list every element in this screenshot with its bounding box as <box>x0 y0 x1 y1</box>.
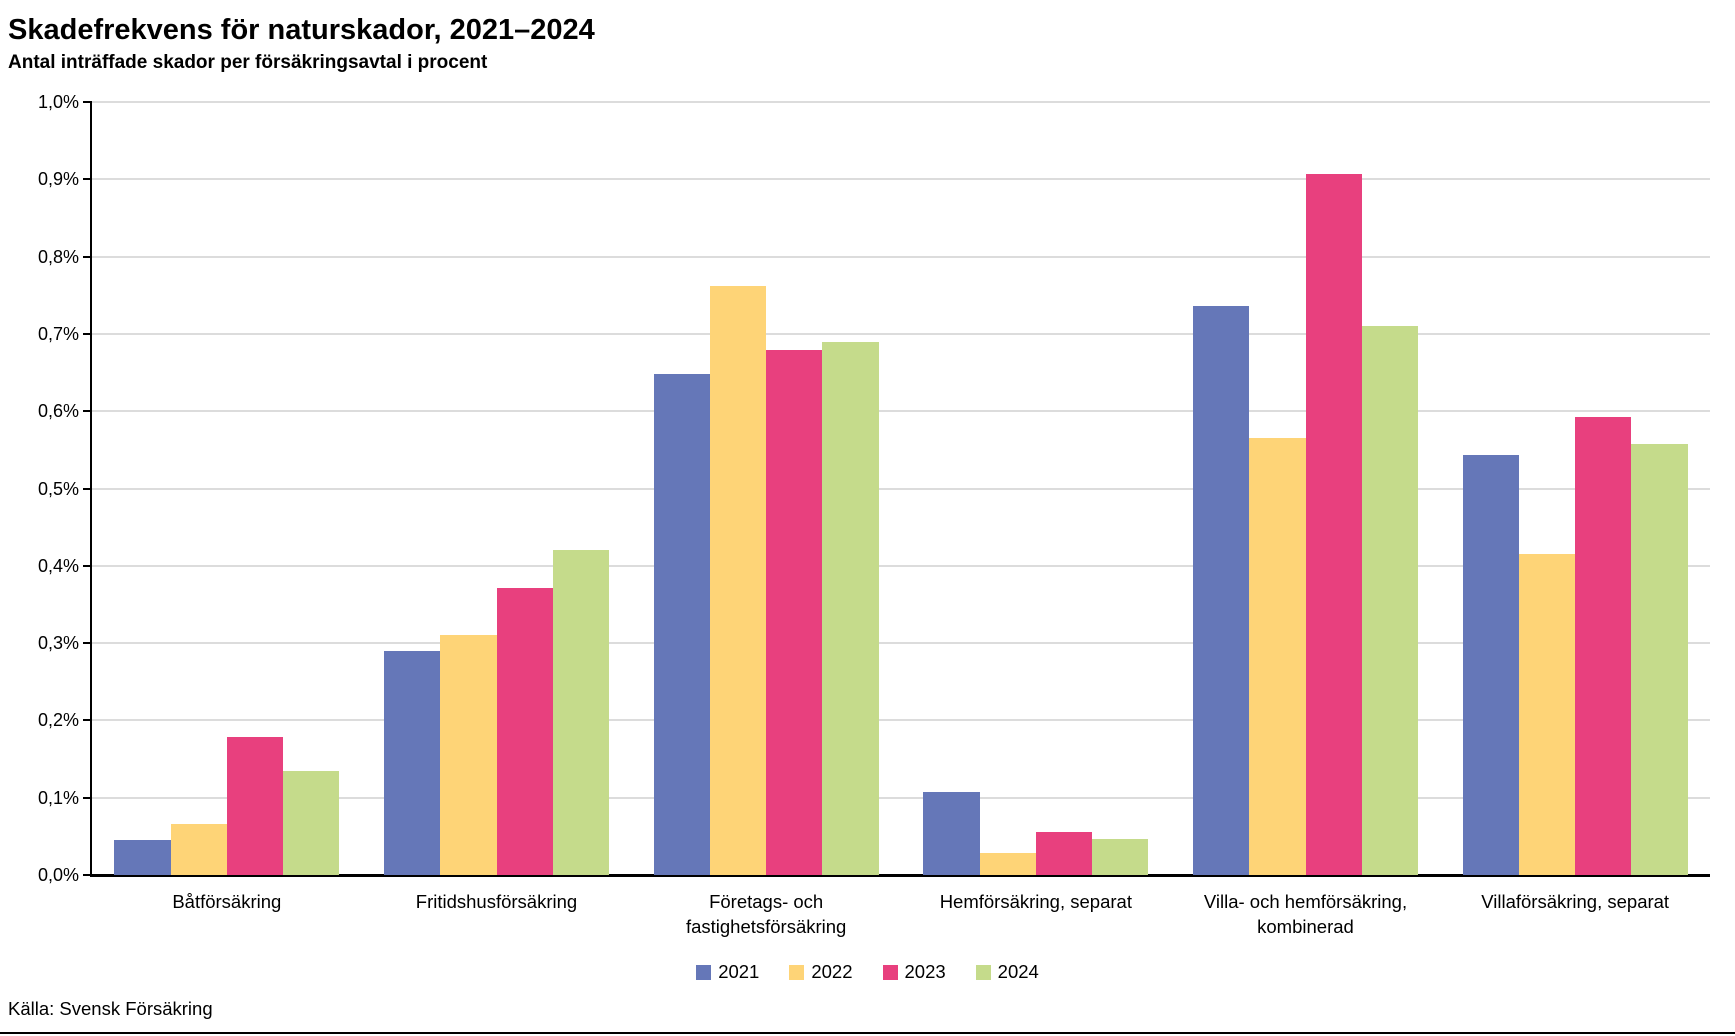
bar-2023-category-5 <box>1305 173 1362 875</box>
legend-item-2024: 2024 <box>975 961 1039 983</box>
legend-swatch-2024 <box>975 964 991 980</box>
y-axis-tick-label: 0,9% <box>37 169 79 190</box>
y-axis-tick-label: 0,8% <box>37 246 79 267</box>
bar-2022-category-1 <box>170 823 227 875</box>
bar-2023-category-6 <box>1575 416 1632 875</box>
bar-2022-category-2 <box>440 635 497 875</box>
x-axis-category-label: Villa- och hemförsäkring, kombinerad <box>1203 891 1408 937</box>
bar-2021-category-4 <box>923 792 980 875</box>
x-axis-category-label: Företags- och fastighetsförsäkring <box>685 891 847 937</box>
y-axis-tick-label: 0,3% <box>37 633 79 654</box>
x-axis-category-label: Båtförsäkring <box>172 891 282 912</box>
legend-label-2023: 2023 <box>904 961 946 982</box>
y-axis-tick <box>83 564 92 567</box>
legend-label-2024: 2024 <box>997 961 1039 982</box>
y-axis-tick-label: 0,1% <box>37 787 79 808</box>
gridline <box>92 178 1710 181</box>
legend-item-2022: 2022 <box>789 961 853 983</box>
bar-2024-category-3 <box>822 341 879 875</box>
gridline <box>92 410 1710 413</box>
y-axis-tick-label: 0,0% <box>37 865 79 885</box>
y-axis-tick-label: 0,7% <box>37 323 79 344</box>
bar-2022-category-6 <box>1518 554 1576 875</box>
bar-2022-category-5 <box>1249 438 1306 875</box>
gridline <box>92 564 1710 567</box>
bar-2023-category-3 <box>766 350 823 875</box>
legend-item-2021: 2021 <box>696 961 759 983</box>
y-axis-tick-label: 0,2% <box>37 710 79 731</box>
bar-2021-category-6 <box>1462 455 1519 875</box>
legend-swatch-2023 <box>882 964 898 980</box>
legend-swatch-2021 <box>696 964 712 980</box>
bar-2021-category-1 <box>114 840 171 875</box>
bar-2024-category-6 <box>1631 444 1688 875</box>
legend-label-2022: 2022 <box>811 961 853 982</box>
bar-2024-category-2 <box>552 549 609 875</box>
chart-title: Skadefrekvens för naturskador, 2021–2024 <box>8 14 595 46</box>
y-axis-tick <box>83 410 92 413</box>
legend-label-2021: 2021 <box>718 961 760 982</box>
y-axis-tick <box>83 332 92 335</box>
source-note: Källa: Svensk Försäkring <box>8 998 213 1019</box>
legend-item-2023: 2023 <box>882 961 946 983</box>
gridline <box>92 101 1710 103</box>
bar-2022-category-3 <box>709 285 767 875</box>
legend: 2021 2022 2023 2024 <box>0 961 1735 983</box>
y-axis-tick <box>83 642 92 645</box>
bar-2022-category-4 <box>979 852 1036 875</box>
gridline <box>92 487 1710 490</box>
bar-2024-category-4 <box>1092 838 1149 875</box>
y-axis-tick-label: 0,5% <box>37 478 79 499</box>
legend-swatch-2022 <box>789 964 805 980</box>
gridline <box>92 642 1710 645</box>
x-axis-category-label: Fritidshusförsäkring <box>415 891 578 912</box>
bar-2021-category-3 <box>653 374 710 875</box>
y-axis-tick-label: 0,4% <box>37 555 79 576</box>
y-axis-tick-label: 0,6% <box>37 401 79 422</box>
y-axis-tick <box>83 719 92 722</box>
bar-2023-category-4 <box>1035 832 1093 875</box>
y-axis-tick-label: 1,0% <box>37 92 79 112</box>
y-axis-tick <box>83 255 92 258</box>
bar-2021-category-2 <box>384 650 441 875</box>
bar-2024-category-5 <box>1361 326 1418 875</box>
y-axis-tick <box>83 178 92 181</box>
gridline <box>92 255 1710 258</box>
y-axis-tick <box>83 101 92 103</box>
y-axis-tick <box>83 874 92 876</box>
gridline <box>92 332 1710 335</box>
gridline <box>92 719 1710 722</box>
x-axis-line <box>90 874 1710 877</box>
gridline <box>92 796 1710 799</box>
bottom-divider <box>0 1032 1735 1034</box>
x-axis-category-label: Hemförsäkring, separat <box>939 891 1132 912</box>
x-axis-category-label: Villaförsäkring, separat <box>1481 891 1670 912</box>
bar-2024-category-1 <box>283 771 340 875</box>
y-axis-tick <box>83 487 92 490</box>
bar-2023-category-1 <box>226 737 284 875</box>
bar-2023-category-2 <box>496 588 553 875</box>
y-axis-line <box>90 102 92 877</box>
y-axis-tick <box>83 796 92 799</box>
bar-2021-category-5 <box>1193 306 1250 875</box>
chart-subtitle: Antal inträffade skador per försäkringsa… <box>8 52 488 73</box>
